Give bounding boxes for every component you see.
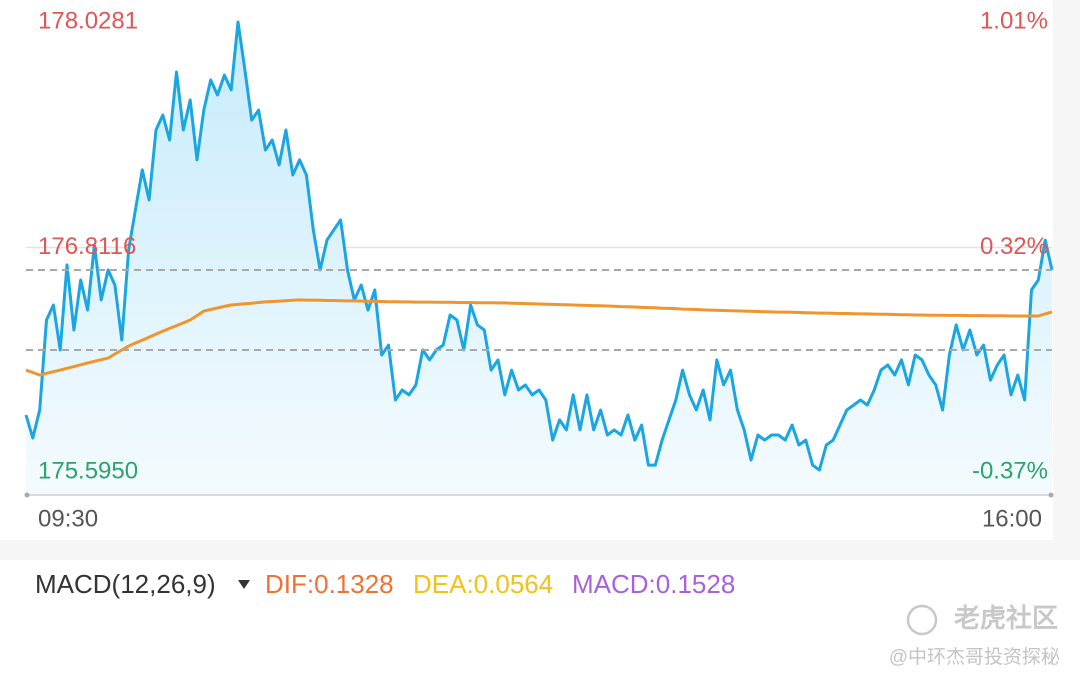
macd-value: MACD:0.1528 (572, 569, 735, 599)
macd-dif: DIF:0.1328 (265, 569, 394, 599)
axis-dot (24, 492, 30, 498)
x-tick-label: 16:00 (982, 505, 1042, 532)
left-margin (0, 0, 26, 540)
labels: 175.5950 176.8116 178.0281 -0.37% 0.32% 1.01%… (38, 7, 1048, 532)
watermark-logo (906, 604, 938, 636)
marks (24, 20, 1054, 495)
axis-dot (1048, 492, 1054, 498)
y2-tick-label: -0.37% (972, 457, 1048, 484)
macd-title: MACD(12,26,9) (35, 569, 216, 599)
y-tick-label: 178.0281 (38, 7, 138, 34)
average-line (25, 298, 1053, 377)
macd-panel (0, 560, 1080, 683)
watermark-brand: 老虎社区 (954, 603, 1058, 633)
x-tick-label: 09:30 (38, 505, 98, 532)
macd-dea: DEA:0.0564 (413, 569, 553, 599)
price-area (26, 22, 1052, 495)
watermark-author: @中环杰哥投资探秘 (889, 646, 1060, 668)
dropdown-arrow[interactable] (238, 580, 250, 589)
y2-tick-label: 0.32% (980, 233, 1048, 260)
y2-tick-label: 1.01% (980, 7, 1048, 34)
y-tick-label: 176.8116 (38, 233, 136, 260)
price-line (24, 20, 1054, 472)
y-tick-label: 175.5950 (38, 457, 138, 484)
